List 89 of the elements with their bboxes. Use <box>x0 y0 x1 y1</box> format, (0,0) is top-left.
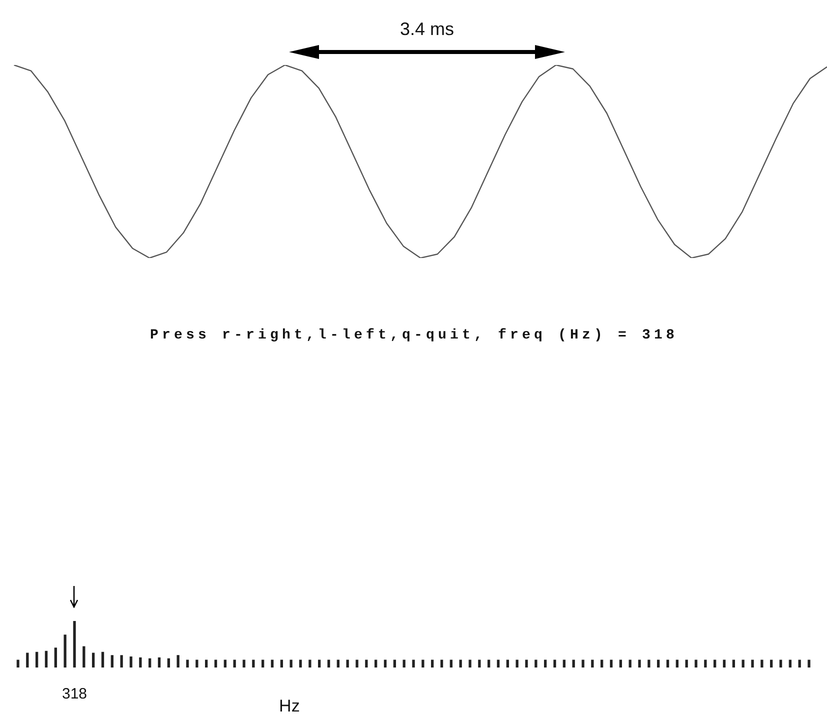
bar <box>488 660 490 668</box>
bar <box>638 660 641 668</box>
bar <box>270 660 274 668</box>
bar <box>64 634 66 668</box>
bar <box>384 660 387 668</box>
bar <box>308 660 312 668</box>
bar <box>92 652 95 668</box>
bar <box>73 621 76 668</box>
bar <box>544 660 547 668</box>
bar <box>506 660 509 668</box>
bar <box>167 658 170 668</box>
bar <box>798 660 801 668</box>
bar <box>676 660 679 668</box>
bar <box>422 660 424 668</box>
bar <box>290 660 292 668</box>
bar <box>224 660 226 668</box>
bar <box>600 660 604 668</box>
bar <box>553 660 556 668</box>
bar <box>148 658 152 668</box>
bar <box>356 660 358 668</box>
bar <box>779 660 782 668</box>
bar <box>233 660 236 668</box>
bar <box>770 660 773 668</box>
bar <box>582 660 584 668</box>
bar <box>694 660 698 668</box>
bar <box>26 652 29 668</box>
bar <box>760 660 764 668</box>
bar <box>704 660 707 668</box>
bar <box>54 648 57 668</box>
bar <box>214 660 218 668</box>
bar <box>101 652 104 668</box>
bar <box>516 660 518 668</box>
bar <box>732 660 736 668</box>
bar <box>280 660 283 668</box>
bar <box>619 660 622 668</box>
bar <box>204 660 208 668</box>
bar <box>346 660 349 668</box>
bar <box>628 660 632 668</box>
bar <box>496 660 500 668</box>
bar <box>196 660 198 668</box>
bar <box>751 660 754 668</box>
bar <box>412 660 415 668</box>
bar <box>591 660 594 668</box>
bar <box>139 657 142 668</box>
bar <box>431 660 434 668</box>
bar <box>714 660 716 668</box>
bar <box>374 660 378 668</box>
bar <box>82 646 86 668</box>
bar <box>562 660 566 668</box>
bar <box>572 660 575 668</box>
bar <box>459 660 462 668</box>
bar <box>534 660 538 668</box>
bar <box>468 660 472 668</box>
bar <box>35 652 38 668</box>
bar <box>666 660 670 668</box>
text: 3.4 ms <box>400 18 454 39</box>
bar <box>327 660 330 668</box>
bar <box>44 650 48 668</box>
bar <box>685 660 688 668</box>
bar <box>130 656 132 668</box>
bar <box>648 660 650 668</box>
bar <box>722 660 726 668</box>
bar <box>110 655 114 668</box>
bar <box>299 660 302 668</box>
bar <box>365 660 368 668</box>
bar <box>120 655 123 668</box>
bar <box>788 660 792 668</box>
bar <box>657 660 660 668</box>
bar <box>252 660 255 668</box>
bar <box>402 660 406 668</box>
bar <box>176 655 180 668</box>
bar <box>742 660 744 668</box>
bar <box>336 660 340 668</box>
x-tick-label: 318 <box>62 686 88 703</box>
bar <box>242 660 246 668</box>
x-axis-title: Hz <box>279 696 300 716</box>
bar <box>478 660 481 668</box>
bar <box>318 660 321 668</box>
bar <box>525 660 528 668</box>
bar <box>450 660 452 668</box>
bar <box>808 660 810 668</box>
bar <box>393 660 396 668</box>
chart-title: Press r-right,l-left,q-quit, freq (Hz) = 318 <box>150 328 678 344</box>
bar <box>186 660 189 668</box>
bar <box>158 657 161 668</box>
bar <box>262 660 264 668</box>
bar <box>16 660 20 668</box>
bar <box>440 660 444 668</box>
bar <box>610 660 613 668</box>
